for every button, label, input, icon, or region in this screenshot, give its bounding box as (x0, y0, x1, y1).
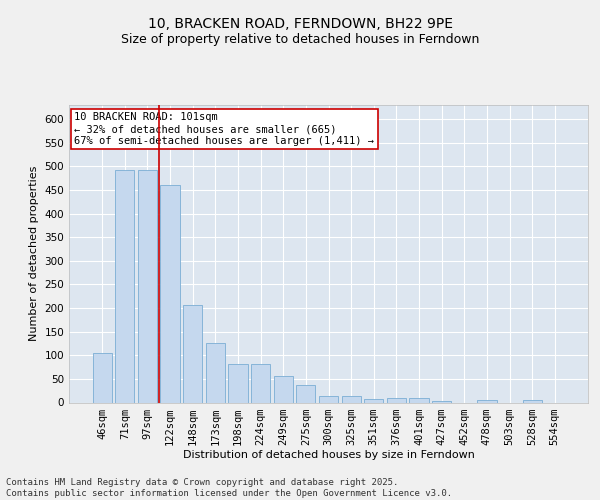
Bar (138, 170, 157, 402)
Y-axis label: Number of detached properties: Number of detached properties (29, 166, 39, 342)
Bar (341, 396, 361, 402)
Bar (115, 170, 134, 402)
Bar (229, 364, 248, 403)
Bar (364, 398, 383, 402)
Bar (432, 401, 451, 402)
Bar (206, 344, 225, 402)
Bar (251, 364, 270, 403)
Bar (296, 384, 316, 402)
Bar (477, 400, 497, 402)
Bar (523, 400, 542, 402)
Bar (92, 353, 112, 403)
Bar (183, 304, 202, 402)
Bar (274, 376, 293, 402)
Bar (160, 186, 180, 402)
Text: 10, BRACKEN ROAD, FERNDOWN, BH22 9PE: 10, BRACKEN ROAD, FERNDOWN, BH22 9PE (148, 18, 452, 32)
Text: 10 BRACKEN ROAD: 101sqm
← 32% of detached houses are smaller (665)
67% of semi-d: 10 BRACKEN ROAD: 101sqm ← 32% of detache… (74, 112, 374, 146)
X-axis label: Distribution of detached houses by size in Ferndown: Distribution of detached houses by size … (182, 450, 475, 460)
Bar (319, 396, 338, 402)
Bar (387, 398, 406, 402)
Text: Size of property relative to detached houses in Ferndown: Size of property relative to detached ho… (121, 32, 479, 46)
Text: Contains HM Land Registry data © Crown copyright and database right 2025.
Contai: Contains HM Land Registry data © Crown c… (6, 478, 452, 498)
Bar (409, 398, 428, 402)
